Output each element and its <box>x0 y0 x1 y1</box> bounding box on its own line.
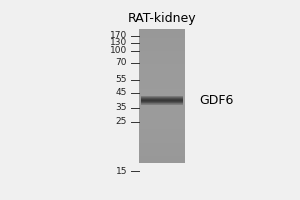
Bar <box>139 149 185 151</box>
Bar <box>139 44 185 46</box>
Bar <box>139 82 185 84</box>
Bar <box>139 71 185 73</box>
Bar <box>139 78 185 80</box>
Bar <box>139 151 185 154</box>
Bar <box>139 69 185 71</box>
Bar <box>139 80 185 82</box>
Bar <box>139 109 185 111</box>
Bar <box>139 120 185 122</box>
Bar <box>139 158 185 160</box>
Bar <box>141 103 183 104</box>
Bar <box>139 64 185 67</box>
Bar <box>139 131 185 134</box>
Text: 70: 70 <box>116 58 127 67</box>
Text: 45: 45 <box>116 88 127 97</box>
Bar <box>139 156 185 158</box>
Text: 15: 15 <box>116 167 127 176</box>
Text: 130: 130 <box>110 38 127 47</box>
Bar <box>139 62 185 64</box>
Bar <box>139 98 185 100</box>
Text: 25: 25 <box>116 117 127 126</box>
Bar <box>139 134 185 136</box>
Bar <box>139 96 185 98</box>
Bar <box>139 40 185 42</box>
Bar <box>139 35 185 38</box>
Bar <box>139 87 185 89</box>
Bar <box>141 97 183 98</box>
Bar <box>139 111 185 113</box>
Bar <box>141 102 183 103</box>
Bar <box>139 91 185 93</box>
Bar <box>141 101 183 102</box>
Bar <box>139 29 185 31</box>
Bar <box>141 98 183 99</box>
Bar <box>139 55 185 58</box>
Text: 35: 35 <box>116 103 127 112</box>
Bar <box>139 49 185 51</box>
Text: RAT-kidney: RAT-kidney <box>128 12 196 25</box>
Text: 55: 55 <box>116 75 127 84</box>
Bar <box>139 100 185 102</box>
Bar <box>139 102 185 105</box>
Bar <box>139 125 185 127</box>
Bar <box>139 129 185 131</box>
Bar <box>141 100 183 101</box>
Text: 170: 170 <box>110 31 127 40</box>
Bar <box>139 84 185 87</box>
Bar <box>139 38 185 40</box>
Bar <box>139 46 185 49</box>
Bar <box>139 147 185 149</box>
Bar <box>139 31 185 33</box>
Bar <box>139 160 185 163</box>
Bar <box>139 118 185 120</box>
Bar <box>139 113 185 116</box>
Bar <box>141 96 183 97</box>
Bar <box>139 89 185 91</box>
Bar <box>139 60 185 62</box>
Bar <box>139 42 185 44</box>
Bar <box>139 53 185 55</box>
Bar <box>139 105 185 107</box>
Bar <box>139 127 185 129</box>
Bar <box>139 51 185 53</box>
Bar <box>139 140 185 143</box>
Bar <box>139 154 185 156</box>
Bar <box>139 116 185 118</box>
Bar <box>139 145 185 147</box>
Bar <box>139 107 185 109</box>
Text: GDF6: GDF6 <box>199 94 233 107</box>
Bar <box>139 136 185 138</box>
Bar <box>141 99 183 100</box>
Bar <box>139 93 185 96</box>
Bar <box>139 67 185 69</box>
Bar <box>139 138 185 140</box>
Bar <box>139 33 185 35</box>
Bar <box>139 29 185 163</box>
Bar <box>139 76 185 78</box>
Bar <box>139 58 185 60</box>
Bar <box>141 104 183 105</box>
Bar <box>139 143 185 145</box>
Bar <box>139 122 185 125</box>
Text: 100: 100 <box>110 46 127 55</box>
Bar <box>139 73 185 76</box>
